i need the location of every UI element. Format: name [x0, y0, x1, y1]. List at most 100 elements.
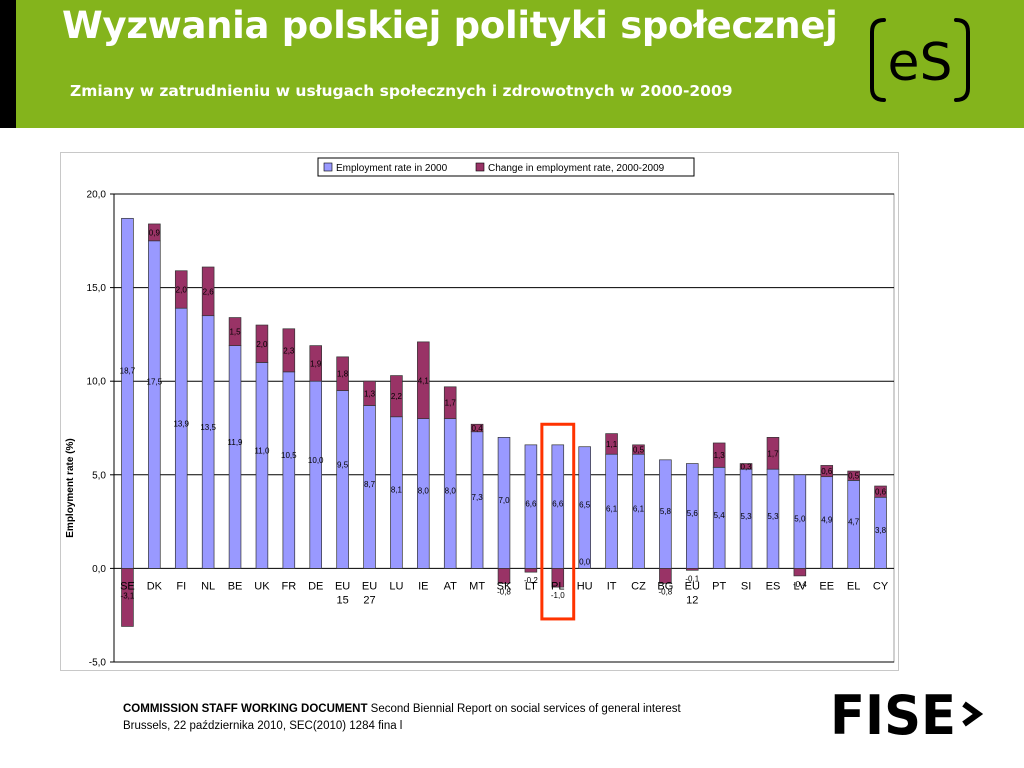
- label-2000: 9,5: [337, 460, 349, 469]
- legend: [317, 157, 695, 177]
- label-2000: 17,5: [147, 378, 163, 387]
- category-label: SI: [741, 580, 751, 592]
- slide-header: Wyzwania polskiej polityki społecznej Zm…: [0, 0, 1024, 128]
- bar-2000: [336, 390, 349, 569]
- category-label: EU: [685, 580, 700, 592]
- label-2000: 5,6: [687, 509, 699, 518]
- label-change: 0,5: [848, 472, 860, 481]
- label-2000: 5,8: [660, 507, 672, 516]
- bar-change: [712, 442, 726, 468]
- bar-2000: [148, 240, 161, 569]
- category-label: LT: [525, 580, 537, 592]
- category-label: FI: [176, 580, 186, 592]
- category-label: FR: [281, 580, 296, 592]
- bar-change: [739, 463, 753, 470]
- category-label: DE: [308, 580, 323, 592]
- label-change: 2,0: [256, 340, 268, 349]
- label-change: -0,1: [685, 574, 699, 583]
- bar-change: [524, 568, 538, 573]
- bar-change: [255, 324, 269, 363]
- bar-2000: [121, 217, 134, 569]
- label-2000: 4,7: [848, 517, 860, 526]
- legend-swatch: [323, 162, 333, 172]
- bar-change: [282, 328, 296, 373]
- label-change: -0,2: [524, 576, 538, 585]
- label-change: 1,1: [606, 440, 618, 449]
- label-change: 1,8: [337, 370, 349, 379]
- slide-subtitle: Zmiany w zatrudnieniu w usługach społecz…: [70, 82, 733, 100]
- slide-title: Wyzwania polskiej polityki społecznej: [62, 4, 838, 47]
- category-label: LV: [794, 580, 807, 592]
- category-label: MT: [469, 580, 485, 592]
- label-change: 1,3: [714, 451, 726, 460]
- chart-svg: -5,0 0,0 5,0 10,0 15,0 20,0 Employment rate (%…: [60, 152, 899, 671]
- label-2000: 5,3: [741, 512, 753, 521]
- label-change: 4,1: [418, 376, 430, 385]
- category-label: CY: [873, 580, 889, 592]
- legend-swatch: [475, 162, 485, 172]
- legend-label: Employment rate in 2000: [336, 163, 448, 174]
- category-label: SK: [497, 580, 512, 592]
- label-change: 1,3: [364, 389, 376, 398]
- label-2000: 8,0: [445, 487, 457, 496]
- source-line-1: COMMISSION STAFF WORKING DOCUMENT Second…: [123, 701, 681, 718]
- category-label: EE: [819, 580, 834, 592]
- fise-logo: FISE: [828, 682, 988, 747]
- label-2000: 5,3: [767, 512, 779, 521]
- label-change: 1,7: [767, 449, 779, 458]
- bar-2000: [201, 315, 215, 569]
- bar-change: [659, 568, 672, 584]
- label-change: 1,5: [229, 328, 241, 337]
- y-tick-label: -5,0: [89, 658, 107, 669]
- category-label: 12: [686, 594, 698, 606]
- category-label: IT: [607, 580, 617, 592]
- bar-change: [470, 423, 484, 433]
- bar-change: [632, 444, 645, 455]
- bar-change: [605, 433, 618, 455]
- legend-label: Change in employment rate, 2000-2009: [488, 163, 665, 174]
- label-change: 2,2: [391, 392, 403, 401]
- category-label: SE: [120, 580, 135, 592]
- bar-change: [551, 568, 565, 588]
- label-change: 0,9: [149, 228, 161, 237]
- label-2000: 4,9: [821, 516, 833, 525]
- chart: -5,0 0,0 5,0 10,0 15,0 20,0 Employment rate (%…: [60, 152, 900, 672]
- category-label: NL: [201, 580, 215, 592]
- bar-2000: [228, 345, 242, 569]
- bar-2000: [282, 371, 296, 569]
- es-logo-text: eS: [888, 33, 953, 93]
- label-2000: 18,7: [120, 366, 136, 375]
- label-2000: 3,8: [875, 526, 887, 535]
- label-2000: 6,6: [525, 500, 537, 509]
- label-2000: 5,0: [794, 515, 806, 524]
- bar-change: [497, 568, 511, 584]
- bar-change: [874, 485, 887, 498]
- bar-2000: [309, 380, 322, 569]
- category-label: BG: [657, 580, 673, 592]
- label-2000: 6,5: [579, 501, 591, 510]
- label-2000: 11,9: [228, 438, 244, 447]
- category-label: EU: [335, 580, 350, 592]
- bar-change: [174, 270, 188, 309]
- plot-area: [113, 193, 895, 663]
- category-label: 27: [363, 594, 375, 606]
- category-label: PT: [712, 580, 726, 592]
- label-change: 1,9: [310, 359, 322, 368]
- category-label: PL: [551, 580, 564, 592]
- category-label: ES: [766, 580, 781, 592]
- category-label: CZ: [631, 580, 646, 592]
- source-note: COMMISSION STAFF WORKING DOCUMENT Second…: [123, 701, 681, 735]
- category-label: HU: [577, 580, 593, 592]
- fise-logo-text: FISE: [830, 684, 956, 744]
- bar-change: [793, 568, 807, 577]
- source-doc-title: COMMISSION STAFF WORKING DOCUMENT: [123, 703, 368, 715]
- label-2000: 7,0: [498, 496, 510, 505]
- label-change: 1,7: [445, 399, 457, 408]
- label-2000: 13,5: [200, 423, 216, 432]
- highlight-box: [540, 422, 576, 621]
- bar-change: [201, 266, 215, 317]
- bar-change: [686, 568, 699, 571]
- category-label: EU: [362, 580, 377, 592]
- bar-change: [228, 317, 242, 346]
- bar-change: [443, 386, 457, 419]
